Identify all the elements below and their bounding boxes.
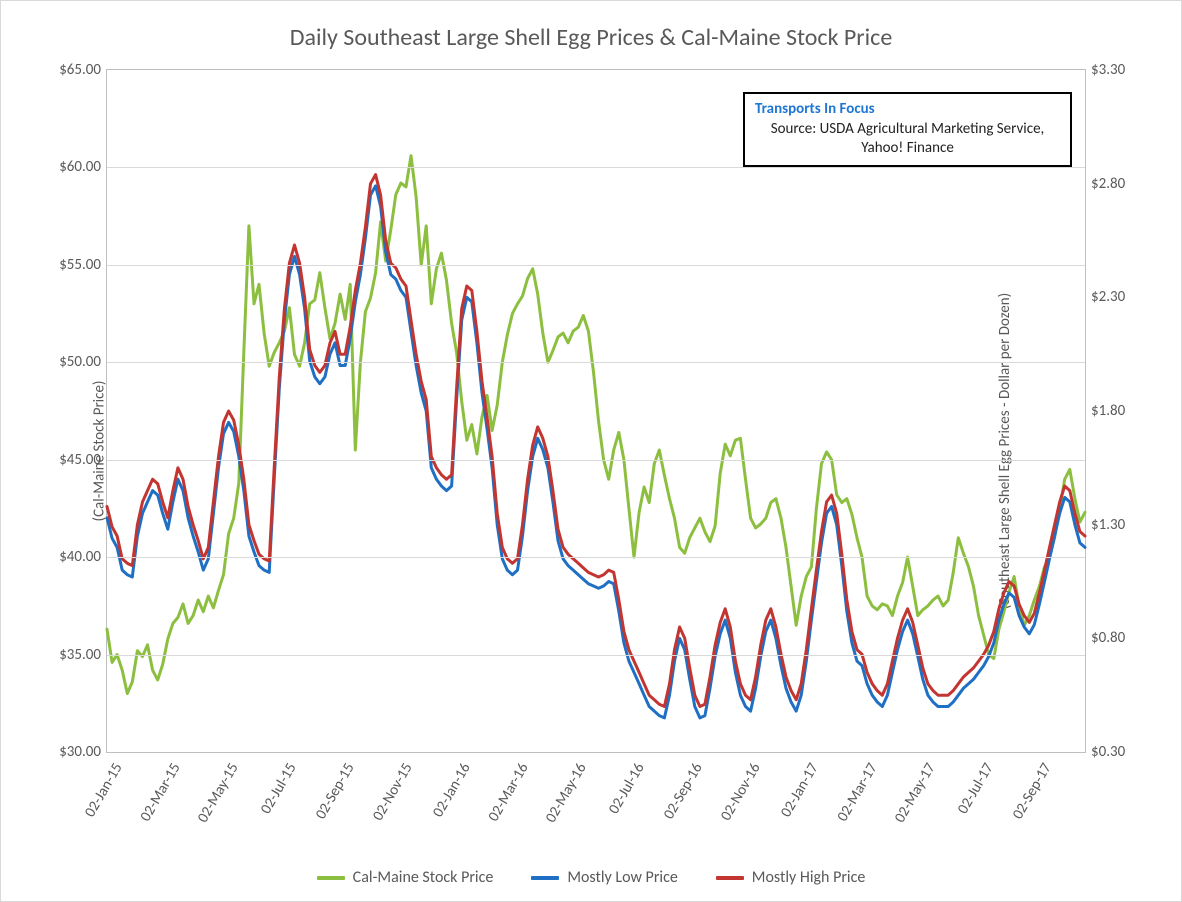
legend-item: Mostly High Price	[716, 868, 866, 887]
x-tick: 02-Jan-16	[430, 760, 475, 820]
series-mostly-high	[107, 175, 1085, 707]
legend-swatch	[317, 876, 345, 880]
x-tick: 02-Sep-16	[660, 760, 707, 823]
x-tick: 02-Jan-15	[81, 760, 126, 820]
x-tick: 02-Mar-16	[485, 760, 533, 825]
x-tick: 02-May-17	[891, 760, 939, 826]
legend-label: Mostly High Price	[752, 868, 866, 887]
right-y-tick: $1.80	[1091, 402, 1125, 420]
x-tick: 02-Nov-16	[718, 760, 765, 824]
x-tick: 02-Jul-17	[954, 760, 997, 817]
grid-line	[107, 265, 1085, 266]
right-y-tick: $2.30	[1091, 288, 1125, 306]
source-annotation-box: Transports In Focus Source: USDA Agricul…	[743, 92, 1072, 167]
right-y-tick: $0.80	[1091, 629, 1125, 647]
left-y-tick: $55.00	[59, 256, 101, 274]
grid-line	[107, 362, 1085, 363]
left-y-tick: $60.00	[59, 158, 101, 176]
annotation-title: Transports In Focus	[755, 100, 1060, 119]
x-tick: 02-Nov-15	[369, 760, 416, 824]
x-tick: 02-Jul-16	[606, 760, 649, 817]
left-y-tick: $40.00	[59, 548, 101, 566]
left-y-tick: $65.00	[59, 61, 101, 79]
right-y-tick: $0.30	[1091, 743, 1125, 761]
chart-container: Daily Southeast Large Shell Egg Prices &…	[0, 0, 1182, 902]
grid-line	[107, 167, 1085, 168]
x-tick: 02-Sep-17	[1009, 760, 1056, 823]
right-y-tick: $1.30	[1091, 516, 1125, 534]
x-tick: 02-Sep-15	[312, 760, 359, 823]
legend-swatch	[716, 876, 744, 880]
line-series-svg	[107, 70, 1085, 752]
plot-area: Transports In Focus Source: USDA Agricul…	[106, 69, 1086, 753]
legend-label: Cal-Maine Stock Price	[353, 868, 494, 887]
x-tick: 02-Mar-17	[833, 760, 881, 825]
left-y-tick: $35.00	[59, 646, 101, 664]
right-y-tick: $2.80	[1091, 175, 1125, 193]
grid-line	[107, 655, 1085, 656]
series-calmaine	[107, 156, 1085, 694]
x-tick: 02-May-16	[542, 760, 590, 826]
legend: Cal-Maine Stock Price Mostly Low Price Mos…	[1, 868, 1181, 887]
left-y-tick: $30.00	[59, 743, 101, 761]
grid-line	[107, 460, 1085, 461]
x-tick: 02-Jul-15	[257, 760, 300, 817]
x-tick: 02-Mar-15	[137, 760, 185, 825]
left-y-tick: $45.00	[59, 451, 101, 469]
legend-swatch	[531, 876, 559, 880]
legend-item: Cal-Maine Stock Price	[317, 868, 494, 887]
legend-item: Mostly Low Price	[531, 868, 677, 887]
annotation-source-line-2: Yahoo! Finance	[755, 139, 1060, 158]
grid-line	[107, 557, 1085, 558]
left-y-tick: $50.00	[59, 353, 101, 371]
annotation-source-line-1: Source: USDA Agricultural Marketing Serv…	[755, 120, 1060, 139]
chart-title: Daily Southeast Large Shell Egg Prices &…	[1, 23, 1181, 52]
legend-label: Mostly Low Price	[567, 868, 677, 887]
x-tick: 02-Jan-17	[778, 760, 823, 820]
right-y-tick: $3.30	[1091, 61, 1125, 79]
x-tick: 02-May-15	[194, 760, 242, 826]
